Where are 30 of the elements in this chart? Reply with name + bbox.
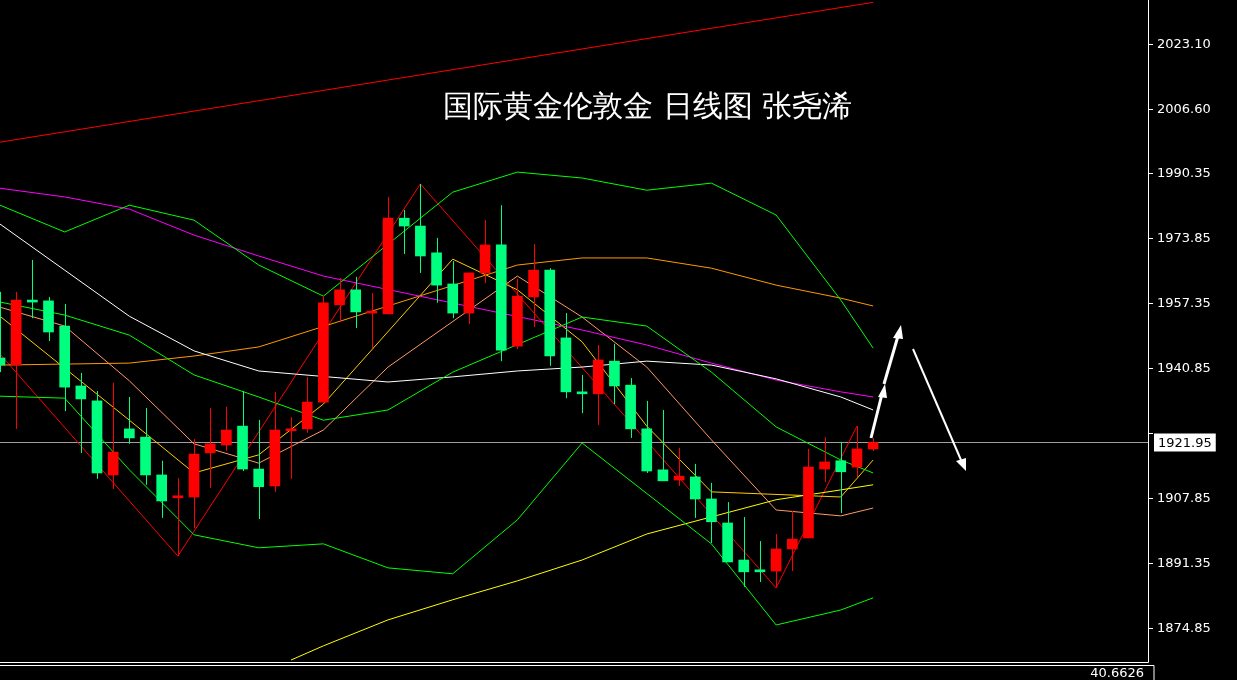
- candlestick: [689, 463, 701, 519]
- y-tick-label: 1874.85: [1157, 619, 1211, 635]
- candlestick: [398, 209, 410, 255]
- candlestick: [253, 419, 265, 520]
- y-tick-label: 2006.60: [1157, 100, 1211, 116]
- y-tick-label: 1891.35: [1157, 554, 1211, 570]
- candlestick: [835, 441, 847, 514]
- candlestick: [204, 407, 216, 489]
- candlestick: [334, 277, 345, 323]
- candlestick: [124, 396, 135, 445]
- candlestick: [738, 516, 750, 588]
- candlestick: [221, 406, 232, 452]
- text: 国际黄金伦敦金 日线图 张尧浠: [443, 87, 853, 125]
- y-tick-label: 1907.85: [1157, 489, 1211, 505]
- candlestick: [107, 382, 119, 490]
- y-tick-label: 2023.10: [1157, 35, 1211, 51]
- candlestick: [576, 374, 588, 414]
- y-tick-label: 1957.35: [1157, 294, 1211, 310]
- y-tick-label: 1940.85: [1157, 359, 1211, 375]
- candlestick: [706, 482, 717, 544]
- y-tick-label: 1973.85: [1157, 229, 1211, 245]
- candlestick: [172, 477, 184, 557]
- candlestick: [350, 276, 362, 329]
- candlestick: [657, 409, 669, 482]
- candlestick: [786, 510, 798, 572]
- candlestick: [754, 540, 766, 583]
- text: 40.6626: [1090, 664, 1144, 680]
- candlestick: [819, 436, 830, 483]
- ref-line-label: 1921.95: [1158, 434, 1212, 450]
- y-tick-label: 1990.35: [1157, 164, 1211, 180]
